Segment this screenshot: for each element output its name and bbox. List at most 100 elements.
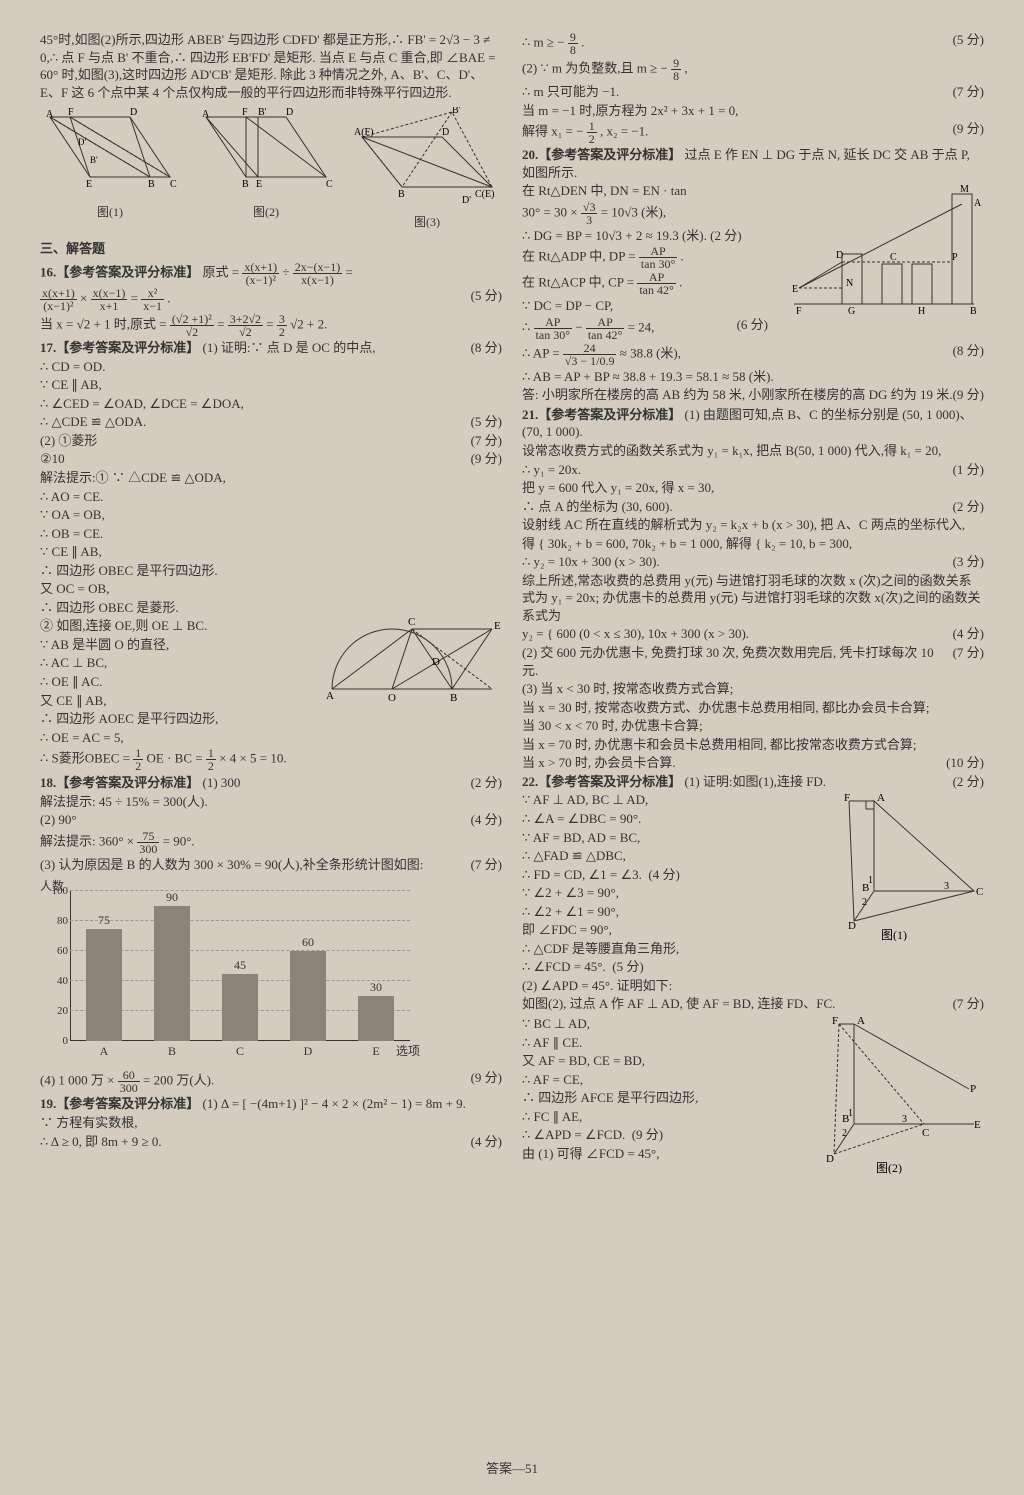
svg-text:C: C [170, 179, 177, 190]
q21-l2: 设常态收费方式的函数关系式为 y₁ = k₁x, 把点 B(50, 1 000)… [522, 442, 984, 460]
svg-text:A: A [202, 109, 210, 120]
svg-text:C: C [326, 179, 333, 190]
q21-l14: 当 30 < x < 70 时, 办优惠卡合算; [522, 717, 984, 735]
svg-text:D': D' [462, 195, 471, 206]
q18-l5: (7 分)(3) 认为原因是 B 的人数为 300 × 30% = 90(人),… [40, 856, 502, 874]
fig2-wrap: A F B' D E B C 图(2) [196, 107, 336, 230]
q16-s1: (5 分) [471, 287, 502, 305]
bar-B: 90 [154, 906, 190, 1041]
svg-text:B': B' [258, 107, 267, 118]
q21-l5: (2 分)∴ 点 A 的坐标为 (30, 600). [522, 498, 984, 516]
q17-l10: ∵ OA = OB, [40, 506, 502, 524]
q18-l2: 解法提示: 45 ÷ 15% = 300(人). [40, 793, 502, 811]
q16-l3: 当 x = √2 + 1 时,原式 = (√2 +1)²√2 = 3+2√2√2… [40, 313, 502, 338]
svg-text:H: H [918, 306, 925, 317]
page-footer: 答案—51 [0, 1458, 1024, 1477]
q17-l21: ∴ 四边形 AOEC 是平行四边形, [40, 710, 502, 728]
svg-text:B: B [148, 179, 155, 190]
left-column: 45°时,如图(2)所示,四边形 ABEB' 与四边形 CDFD' 都是正方形,… [40, 30, 502, 1178]
bar-chart-wrap: 人数02040608010075A90B45C60D30E选项 [40, 881, 502, 1061]
q17-l14: 又 OC = OB, [40, 580, 502, 598]
svg-text:P: P [952, 252, 958, 263]
svg-text:A: A [326, 690, 334, 702]
q16-f8: 32 [277, 313, 287, 338]
q17-l2: ∴ CD = OD. [40, 358, 502, 376]
q17-l22: ∴ OE = AC = 5, [40, 729, 502, 747]
svg-text:D: D [848, 920, 856, 932]
svg-text:C: C [976, 886, 983, 898]
q21-l15: 当 x = 70 时, 办优惠卡和会员卡总费用相同, 都比按常态收费方式合算; [522, 736, 984, 754]
q21-l4: 把 y = 600 代入 y₁ = 20x, 得 x = 30, [522, 479, 984, 497]
q16-f2: 2x−(x−1)x(x−1) [293, 261, 343, 286]
fig2-label: 图(2) [196, 203, 336, 220]
q16-f1: x(x+1)(x−1)² [242, 261, 279, 286]
bar-E: 30 [358, 996, 394, 1041]
q20-l11: (9 分)答: 小明家所在楼房的高 AB 约为 58 米, 小刚家所在楼房的高 … [522, 386, 984, 404]
svg-text:F: F [844, 792, 850, 804]
svg-text:A: A [857, 1015, 865, 1027]
q17-l1: 17.【参考答案及评分标准】 (1) 证明:∵ 点 D 是 OC 的中点, [40, 339, 502, 357]
q22-l13: (7 分)如图(2), 过点 A 作 AF ⊥ AD, 使 AF = BD, 连… [522, 995, 984, 1013]
svg-text:G: G [848, 306, 855, 317]
bar-C: 45 [222, 974, 258, 1042]
svg-text:B: B [242, 179, 249, 190]
svg-text:N: N [846, 278, 853, 289]
q17-l4: ∴ ∠CED = ∠OAD, ∠DCE = ∠DOA, [40, 395, 502, 413]
svg-text:A: A [877, 792, 885, 804]
fig1-wrap: A F D E B C B' D' 图(1) [40, 107, 180, 230]
q19-l1: 19.【参考答案及评分标准】 (1) Δ = [ −(4m+1) ]² − 4 … [40, 1095, 502, 1113]
q18-l4: 解法提示: 360° × 75300 = 90°. [40, 830, 502, 855]
svg-text:B: B [450, 692, 457, 704]
q20-l1: 20.【参考答案及评分标准】 过点 E 作 EN ⊥ DG 于点 N, 延长 D… [522, 146, 984, 181]
svg-text:P: P [970, 1083, 976, 1095]
q17-l12: ∵ CE ∥ AB, [40, 543, 502, 561]
svg-text:图(1): 图(1) [881, 928, 907, 941]
fig3-wrap: A(F) B' D B C(E) D' 图(3) [352, 107, 502, 230]
svg-text:D: D [130, 107, 137, 118]
svg-text:1: 1 [848, 1108, 853, 1119]
r1: (5 分) ∴ m ≥ − 98 . [522, 31, 984, 56]
q16-l1a: 原式 = [203, 265, 240, 280]
svg-text:E: E [792, 284, 798, 295]
q19-l2: ∵ 方程有实数根, [40, 1114, 502, 1132]
q19-head: 19.【参考答案及评分标准】 [40, 1096, 199, 1111]
q17-l3: ∵ CE ∥ AB, [40, 376, 502, 394]
q17-l13: ∴ 四边形 OBEC 是平行四边形. [40, 562, 502, 580]
q17-head: 17.【参考答案及评分标准】 [40, 340, 199, 355]
svg-text:2: 2 [842, 1128, 847, 1139]
section3-title: 三、解答题 [40, 238, 502, 257]
q22-l12: (2) ∠APD = 45°. 证明如下: [522, 977, 984, 995]
svg-text:D: D [826, 1153, 834, 1165]
q21-l8: (3 分)∴ y₂ = 10x + 300 (x > 30). [522, 553, 984, 571]
fig3-label: 图(3) [352, 213, 502, 230]
q22-fig1: F A B C D 1 2 3 图(1) [814, 791, 984, 941]
svg-text:3: 3 [902, 1114, 907, 1125]
q21-l10: (4 分)y₂ = { 600 (0 < x ≤ 30), 10x + 300 … [522, 625, 984, 643]
q18-head: 18.【参考答案及评分标准】 [40, 775, 199, 790]
q16-head: 16.【参考答案及评分标准】 [40, 265, 199, 280]
fig2-svg: A F B' D E B C [196, 107, 336, 197]
r3: (7 分)∴ m 只可能为 −1. [522, 83, 984, 101]
svg-text:A(F): A(F) [354, 127, 373, 138]
svg-text:1: 1 [868, 875, 873, 886]
svg-text:B': B' [452, 107, 461, 116]
q22-l10: ∴ △CDF 是等腰直角三角形, [522, 940, 984, 958]
q21-l11: (7 分)(2) 交 600 元办优惠卡, 免费打球 30 次, 免费次数用完后… [522, 644, 984, 679]
q21-l6: 设射线 AC 所在直线的解析式为 y₂ = k₂x + b (x > 30), … [522, 516, 984, 534]
svg-text:M: M [960, 184, 969, 195]
q20-figure: M A D C P E N F G H B [774, 182, 984, 322]
svg-text:E: E [974, 1119, 981, 1131]
q22-l11: ∴ ∠FCD = 45°. (5 分) [522, 958, 984, 976]
q20-l10: ∴ AB = AP + BP ≈ 38.8 + 19.3 = 58.1 ≈ 58… [522, 368, 984, 386]
q19-l3: (4 分)∴ Δ ≥ 0, 即 8m + 9 ≥ 0. [40, 1133, 502, 1151]
right-column: (5 分) ∴ m ≥ − 98 . (2) ∵ m 为负整数,且 m ≥ − … [522, 30, 984, 1178]
svg-text:图(2): 图(2) [876, 1161, 902, 1174]
q21-l9: 综上所述,常态收费的总费用 y(元) 与进馆打羽毛球的次数 x (次)之间的函数… [522, 572, 984, 625]
q16-l1: 16.【参考答案及评分标准】 原式 = x(x+1)(x−1)² ÷ 2x−(x… [40, 261, 502, 286]
fig3-svg: A(F) B' D B C(E) D' [352, 107, 502, 207]
svg-text:2: 2 [862, 897, 867, 908]
bar-chart: 人数02040608010075A90B45C60D30E选项 [40, 881, 420, 1061]
r2: (2) ∵ m 为负整数,且 m ≥ − 98 , [522, 57, 984, 82]
svg-text:C(E): C(E) [475, 189, 494, 200]
q21-l12: (3) 当 x < 30 时, 按常态收费方式合算; [522, 680, 984, 698]
